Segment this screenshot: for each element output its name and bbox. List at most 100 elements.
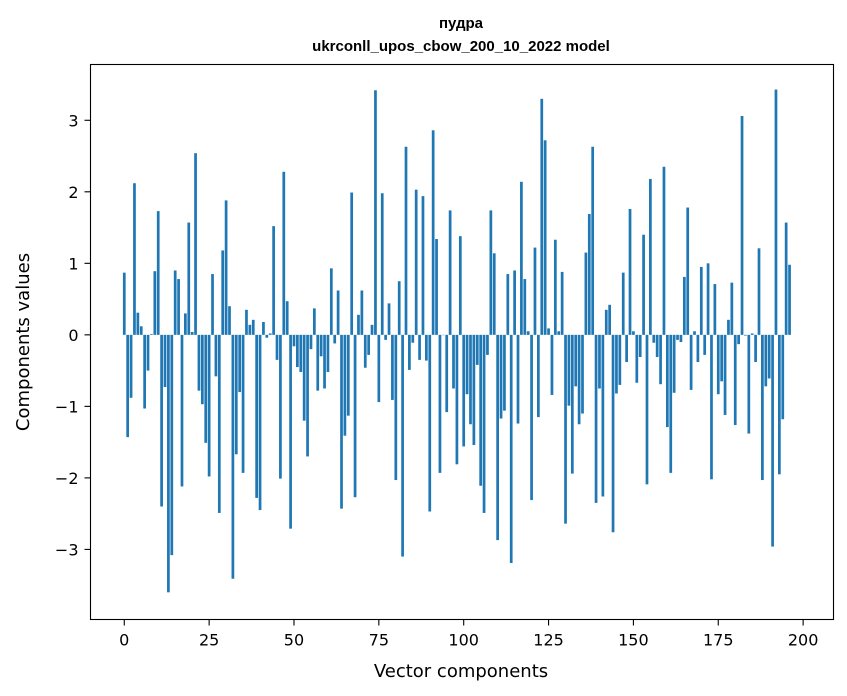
bar — [326, 334, 330, 373]
bar — [160, 334, 163, 507]
bar — [659, 334, 662, 385]
bar — [143, 334, 146, 409]
bar — [540, 98, 544, 335]
bar — [248, 324, 252, 335]
bar — [774, 89, 778, 335]
bar — [570, 334, 574, 474]
x-axis-ticks: 0 25 50 75 100 125 150 175 200 — [119, 619, 818, 650]
bar — [649, 178, 652, 335]
bar — [255, 334, 259, 498]
bar — [679, 334, 683, 342]
bar — [204, 334, 208, 443]
bar — [336, 290, 340, 335]
bar — [180, 334, 184, 487]
bar — [414, 189, 418, 335]
bar — [506, 274, 510, 335]
bar — [224, 200, 228, 335]
bar — [438, 334, 442, 473]
bar — [238, 334, 242, 393]
bar — [234, 334, 238, 455]
x-tick-label: 0 — [119, 631, 129, 650]
bar — [492, 253, 496, 335]
bar — [713, 284, 717, 335]
bar — [632, 331, 635, 335]
y-tick-label: 1 — [68, 254, 78, 273]
bar — [455, 334, 459, 465]
bar — [374, 90, 377, 335]
bar — [184, 313, 187, 335]
bar — [217, 334, 221, 513]
bar — [591, 146, 595, 335]
x-tick-label: 125 — [533, 631, 564, 650]
bar — [129, 334, 133, 398]
y-tick-label: 3 — [68, 111, 78, 130]
bar — [268, 333, 272, 335]
bar — [173, 270, 177, 335]
bar — [279, 334, 282, 479]
chart-subtitle: ukrconll_upos_cbow_200_10_2022 model — [312, 38, 610, 55]
bar — [642, 234, 645, 335]
bar — [479, 334, 483, 486]
bar — [445, 334, 449, 413]
bar — [150, 334, 153, 335]
bar — [581, 334, 584, 414]
x-tick-label: 150 — [618, 631, 649, 650]
x-tick-label: 50 — [284, 631, 304, 650]
bar — [384, 334, 387, 340]
bar — [567, 334, 571, 406]
bar — [747, 334, 751, 434]
bar — [621, 272, 625, 335]
bar — [431, 130, 435, 335]
bar — [682, 276, 686, 335]
bar — [306, 334, 309, 457]
bar — [553, 239, 557, 335]
bar — [550, 334, 554, 395]
bar — [275, 334, 279, 360]
bar — [296, 334, 299, 368]
bar — [594, 334, 598, 503]
bar — [353, 334, 357, 498]
bar — [122, 272, 126, 335]
bar — [421, 196, 425, 335]
bar — [309, 334, 313, 350]
bar — [370, 324, 374, 335]
bar — [360, 290, 364, 335]
bar — [601, 334, 605, 497]
bar — [435, 239, 438, 335]
bar — [587, 213, 591, 335]
bar — [391, 334, 394, 400]
bar — [343, 334, 347, 436]
y-tick-label: −3 — [55, 540, 79, 559]
bar — [574, 334, 578, 387]
y-axis-ticks: −3 −2 −1 0 1 2 3 — [55, 111, 91, 559]
bar — [771, 334, 774, 547]
bar — [357, 314, 360, 335]
bar — [136, 312, 140, 335]
bar — [723, 334, 727, 415]
bar — [757, 248, 761, 335]
bar — [458, 236, 462, 335]
bar — [733, 334, 737, 425]
x-axis-label: Vector components — [374, 661, 548, 682]
bar — [408, 334, 411, 370]
bar — [350, 192, 354, 335]
bar — [638, 334, 642, 358]
bar — [425, 334, 428, 361]
bar — [153, 271, 157, 335]
bar — [340, 334, 343, 509]
bar — [377, 334, 381, 403]
bar — [788, 264, 791, 335]
bar — [167, 334, 170, 593]
bar — [231, 334, 235, 579]
bar — [482, 334, 486, 513]
bar — [750, 333, 754, 335]
bar — [764, 334, 768, 387]
bar — [418, 334, 421, 360]
bar — [577, 334, 581, 425]
bars-group — [122, 89, 791, 593]
bar — [401, 334, 404, 557]
bar — [133, 183, 136, 335]
y-tick-label: −2 — [55, 469, 79, 488]
bar — [781, 334, 785, 420]
bar — [146, 334, 150, 371]
